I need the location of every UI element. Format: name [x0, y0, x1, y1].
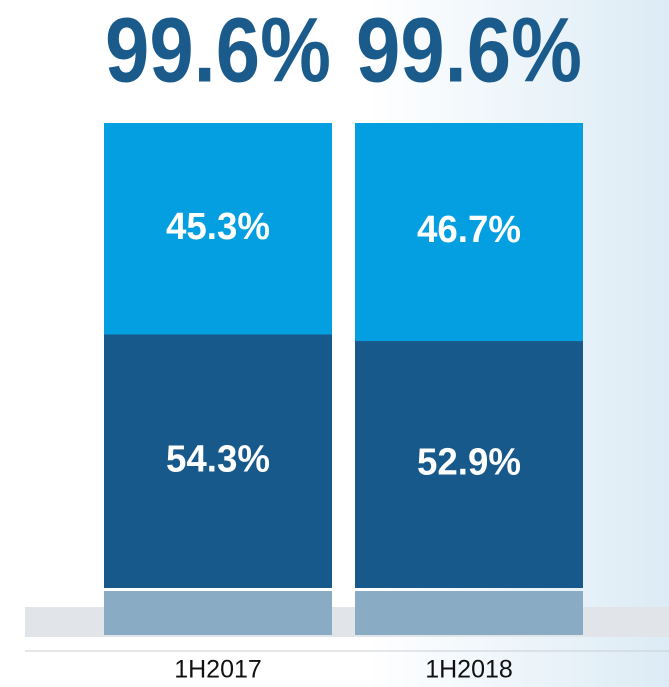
bar-base [355, 591, 583, 635]
total-label: 99.6% [356, 0, 582, 101]
bar-segment [104, 123, 332, 335]
total-label: 99.6% [105, 0, 331, 101]
bar-base [104, 591, 332, 635]
x-tick-label: 1H2017 [174, 656, 262, 684]
segment-label: 46.7% [417, 209, 521, 251]
bar-segment [355, 341, 583, 588]
segment-label: 54.3% [166, 438, 270, 480]
segment-label: 52.9% [417, 442, 521, 484]
bar-segment [104, 334, 332, 588]
x-tick-label: 1H2018 [425, 656, 513, 684]
bar-segment [355, 123, 583, 342]
segment-label: 45.3% [166, 206, 270, 248]
